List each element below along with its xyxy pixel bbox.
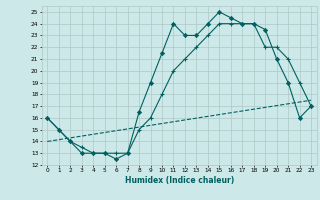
X-axis label: Humidex (Indice chaleur): Humidex (Indice chaleur) — [124, 176, 234, 185]
